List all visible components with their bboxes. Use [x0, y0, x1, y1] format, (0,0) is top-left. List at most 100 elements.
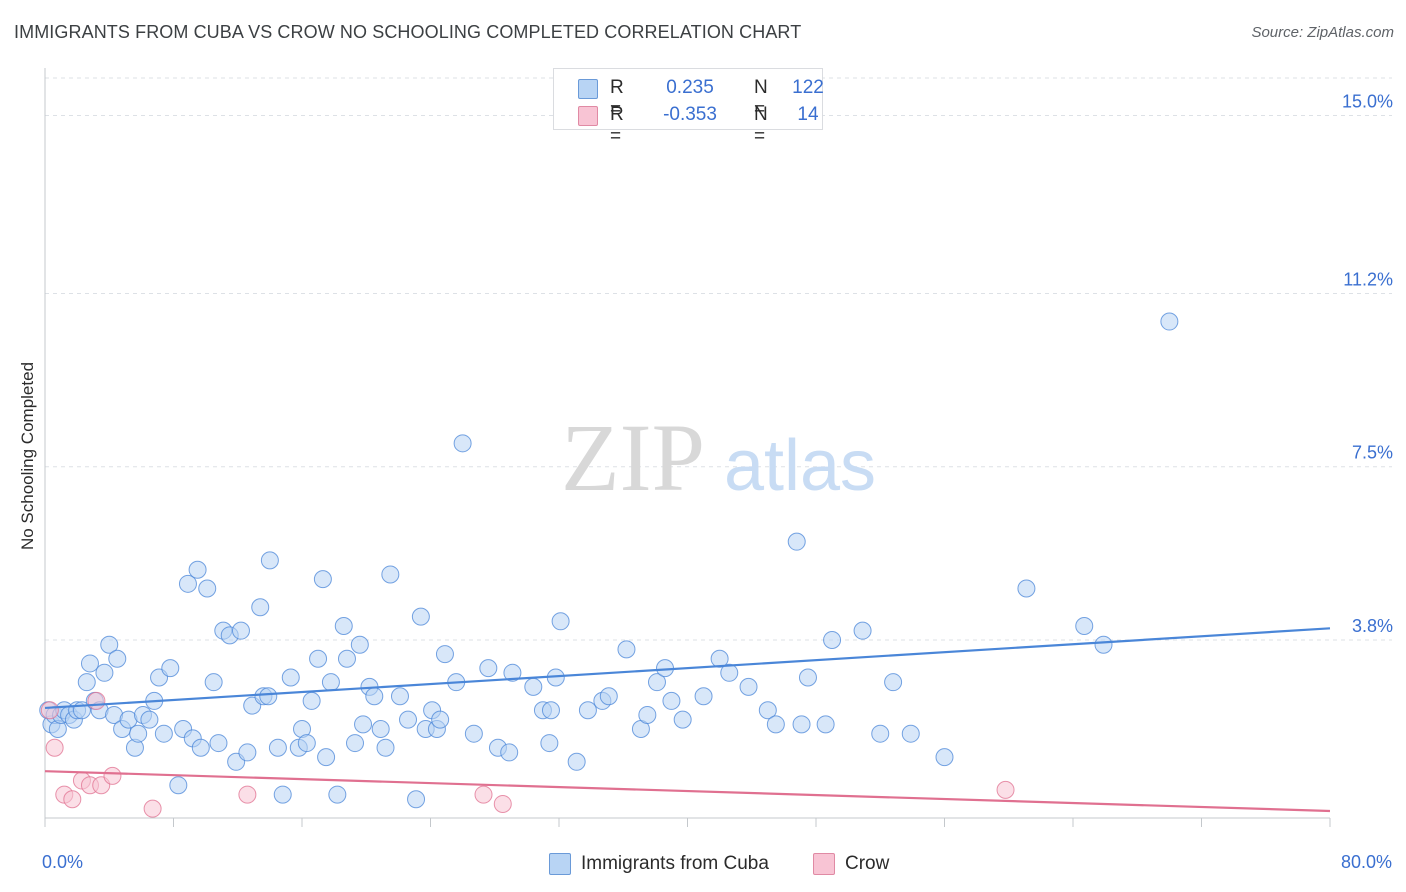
- bottom-legend-label-crow: Crow: [845, 853, 890, 874]
- data-point-cuba: [191, 738, 210, 757]
- data-point-crow: [40, 701, 59, 720]
- data-point-cuba: [371, 720, 390, 739]
- data-point-cuba: [853, 621, 872, 640]
- data-point-cuba: [260, 551, 279, 570]
- data-point-cuba: [901, 724, 920, 743]
- data-point-crow: [238, 785, 257, 804]
- watermark-atlas: atlas: [724, 426, 876, 506]
- y-tick-label: 3.8%: [1352, 616, 1393, 636]
- data-point-cuba: [328, 785, 347, 804]
- data-point-cuba: [334, 616, 353, 635]
- data-point-cuba: [209, 734, 228, 753]
- data-point-crow: [474, 785, 493, 804]
- watermark-zip: ZIP: [561, 404, 705, 511]
- data-point-cuba: [365, 687, 384, 706]
- data-point-cuba: [673, 710, 692, 729]
- data-point-crow: [45, 738, 64, 757]
- legend-swatch-crow: [578, 106, 598, 126]
- data-point-cuba: [884, 673, 903, 692]
- y-tick-label: 15.0%: [1342, 91, 1393, 111]
- data-point-cuba: [346, 734, 365, 753]
- chart-source: Source: ZipAtlas.com: [1251, 24, 1394, 41]
- data-point-cuba: [188, 560, 207, 579]
- data-point-cuba: [1075, 616, 1094, 635]
- data-point-cuba: [500, 743, 519, 762]
- data-point-cuba: [154, 724, 173, 743]
- watermark: ZIP atlas: [561, 404, 876, 511]
- legend-n-value: 122: [792, 77, 824, 98]
- data-point-cuba: [453, 434, 472, 453]
- data-point-cuba: [710, 649, 729, 668]
- x-tick-label-max: 80.0%: [1340, 852, 1392, 872]
- series-cuba: [39, 312, 1179, 809]
- data-point-cuba: [503, 663, 522, 682]
- data-point-cuba: [694, 687, 713, 706]
- legend-r-value: -0.353: [663, 104, 717, 125]
- data-point-cuba: [787, 532, 806, 551]
- data-point-cuba: [231, 621, 250, 640]
- data-point-cuba: [638, 705, 657, 724]
- data-point-cuba: [464, 724, 483, 743]
- trend-line-cuba: [44, 627, 1331, 710]
- data-point-cuba: [541, 701, 560, 720]
- data-point-cuba: [321, 673, 340, 692]
- data-point-cuba: [251, 598, 270, 617]
- bottom-legend-swatch-crow: [813, 853, 835, 875]
- data-point-cuba: [337, 649, 356, 668]
- data-point-crow: [996, 780, 1015, 799]
- legend-r-label: R =: [610, 77, 624, 120]
- data-point-cuba: [161, 659, 180, 678]
- data-point-cuba: [140, 710, 159, 729]
- legend-r-value: 0.235: [666, 77, 714, 98]
- data-point-cuba: [792, 715, 811, 734]
- trend-line-crow: [44, 770, 1331, 813]
- data-point-cuba: [617, 640, 636, 659]
- data-point-cuba: [720, 663, 739, 682]
- y-tick-label: 11.2%: [1343, 269, 1393, 289]
- data-point-cuba: [302, 691, 321, 710]
- data-point-cuba: [435, 645, 454, 664]
- data-point-cuba: [317, 748, 336, 767]
- data-point-cuba: [935, 748, 954, 767]
- data-point-cuba: [390, 687, 409, 706]
- data-point-cuba: [823, 631, 842, 650]
- bottom-legend-swatch-cuba: [549, 853, 571, 875]
- legend-n-label: N =: [754, 104, 768, 147]
- data-point-cuba: [798, 668, 817, 687]
- data-point-cuba: [816, 715, 835, 734]
- data-point-crow: [143, 799, 162, 818]
- correlation-legend: R = 0.235 N = 122 R = -0.353 N = 14: [553, 68, 824, 147]
- data-point-cuba: [129, 724, 148, 743]
- series-crow: [40, 691, 1015, 818]
- data-point-cuba: [599, 687, 618, 706]
- data-point-cuba: [268, 738, 287, 757]
- data-point-cuba: [411, 607, 430, 626]
- data-point-cuba: [95, 663, 114, 682]
- data-point-cuba: [407, 790, 426, 809]
- data-point-cuba: [524, 677, 543, 696]
- y-tick-labels: 3.8% 7.5% 11.2% 15.0%: [1342, 91, 1393, 636]
- data-point-cuba: [766, 715, 785, 734]
- data-point-cuba: [80, 654, 99, 673]
- data-point-cuba: [273, 785, 292, 804]
- data-point-cuba: [350, 635, 369, 654]
- data-point-cuba: [871, 724, 890, 743]
- data-point-crow: [103, 766, 122, 785]
- data-point-cuba: [259, 687, 278, 706]
- data-point-cuba: [309, 649, 328, 668]
- data-point-cuba: [381, 565, 400, 584]
- data-point-cuba: [198, 579, 217, 598]
- data-point-cuba: [479, 659, 498, 678]
- data-point-cuba: [567, 752, 586, 771]
- y-tick-label: 7.5%: [1352, 443, 1393, 463]
- data-point-cuba: [399, 710, 418, 729]
- data-point-cuba: [354, 715, 373, 734]
- legend-swatch-cuba: [578, 79, 598, 99]
- data-point-cuba: [376, 738, 395, 757]
- data-point-crow: [87, 691, 106, 710]
- axes: [44, 68, 1331, 827]
- data-point-cuba: [100, 635, 119, 654]
- data-point-cuba: [281, 668, 300, 687]
- data-point-cuba: [297, 734, 316, 753]
